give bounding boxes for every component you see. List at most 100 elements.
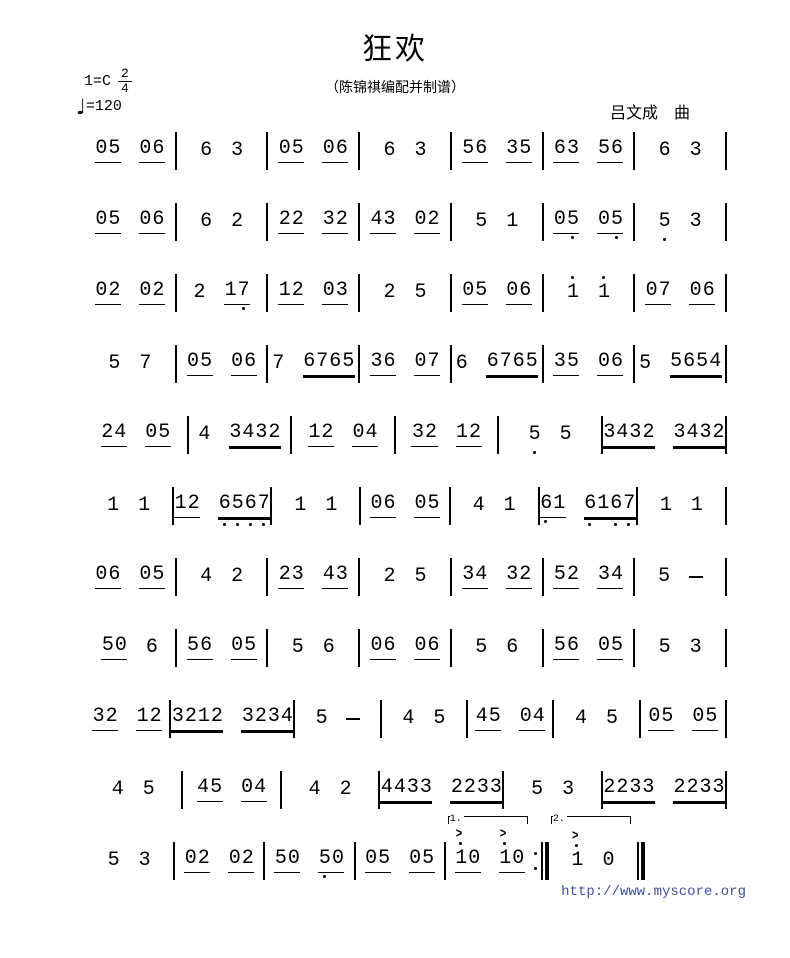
note-digit: 5 xyxy=(462,137,475,160)
note-digit: 0 xyxy=(597,208,610,231)
barline xyxy=(449,132,452,170)
note-digit: 3 xyxy=(673,421,686,444)
note-digit: 6 xyxy=(218,494,231,526)
note-digit: 5 xyxy=(152,563,165,586)
note-digit: 7 xyxy=(237,281,250,310)
note-digit: 2 xyxy=(566,563,579,586)
accent-mark: > xyxy=(571,829,579,845)
note-digit: 1 xyxy=(690,494,703,517)
barline xyxy=(449,558,452,596)
note-digit: 0 xyxy=(322,279,335,302)
note-digit: 3 xyxy=(171,705,184,728)
barline xyxy=(641,842,646,880)
note-digit: 2 xyxy=(278,208,291,231)
barline xyxy=(172,487,175,525)
note-digit: 3 xyxy=(597,563,610,586)
note: 1 xyxy=(506,212,519,232)
note: 5 xyxy=(528,425,541,454)
myscore-url-link[interactable]: http://www.myscore.org xyxy=(561,884,746,900)
repeat-dots xyxy=(533,848,538,874)
note: 6 xyxy=(200,212,213,232)
note: 5 xyxy=(475,212,488,232)
note: 3 xyxy=(138,851,151,871)
barline xyxy=(358,203,361,241)
note: 1 xyxy=(659,496,672,516)
note-digit: 5 xyxy=(187,634,200,657)
octave-dot-low xyxy=(614,236,618,239)
note-digit: 5 xyxy=(231,494,244,526)
octave-dot-low xyxy=(662,238,666,241)
note-digit: 3 xyxy=(92,705,105,728)
note-digit: 5 xyxy=(244,634,257,657)
note-digit: 1 xyxy=(308,421,321,444)
barline xyxy=(725,629,728,667)
note: 5 xyxy=(291,638,304,658)
note: 6 xyxy=(383,141,396,161)
note: >1 0 xyxy=(454,828,481,873)
note: 5 xyxy=(606,709,619,729)
barline xyxy=(270,487,273,525)
note-digit: 4 xyxy=(475,563,488,586)
note-digit: 6 xyxy=(322,636,335,659)
barline xyxy=(359,487,362,525)
note-digit: 1 xyxy=(506,210,519,233)
note: 5 xyxy=(414,567,427,587)
note-digit: 2 xyxy=(197,847,210,870)
note-digit: 6 xyxy=(200,139,213,162)
note: 1 xyxy=(294,496,307,516)
note: 2 xyxy=(383,283,396,303)
note-digit: 1 xyxy=(278,279,291,302)
measure: 1. >1 0 >1 0 xyxy=(446,815,534,884)
time-signature-denominator: 4 xyxy=(121,81,129,97)
barline xyxy=(725,558,728,596)
note-digit: 5 xyxy=(342,350,355,373)
barline xyxy=(600,416,603,454)
note-digit: 6 xyxy=(303,350,316,373)
time-signature: 2 4 xyxy=(118,66,132,97)
note-digit: 1 xyxy=(455,842,468,869)
note-digit: 1 xyxy=(571,844,584,871)
note-digit: 0 xyxy=(409,847,422,870)
note-digit: 2 xyxy=(101,421,114,444)
note-digit: 5 xyxy=(528,425,541,454)
note-digit: 5 xyxy=(433,707,446,730)
note-digit: 2 xyxy=(210,705,223,728)
note-digit: 2 xyxy=(603,776,616,799)
barline xyxy=(266,629,269,667)
note-digit: 2 xyxy=(450,776,463,799)
note-digit: 2 xyxy=(321,421,334,444)
note-digit: 5 xyxy=(525,350,538,373)
note-digit: 7 xyxy=(257,494,270,526)
note-digit: 6 xyxy=(610,350,623,373)
note: 5 xyxy=(658,638,671,658)
barline xyxy=(449,203,452,241)
note-digit: 4 xyxy=(610,563,623,586)
quarter-note-icon: ♩ xyxy=(76,94,86,119)
